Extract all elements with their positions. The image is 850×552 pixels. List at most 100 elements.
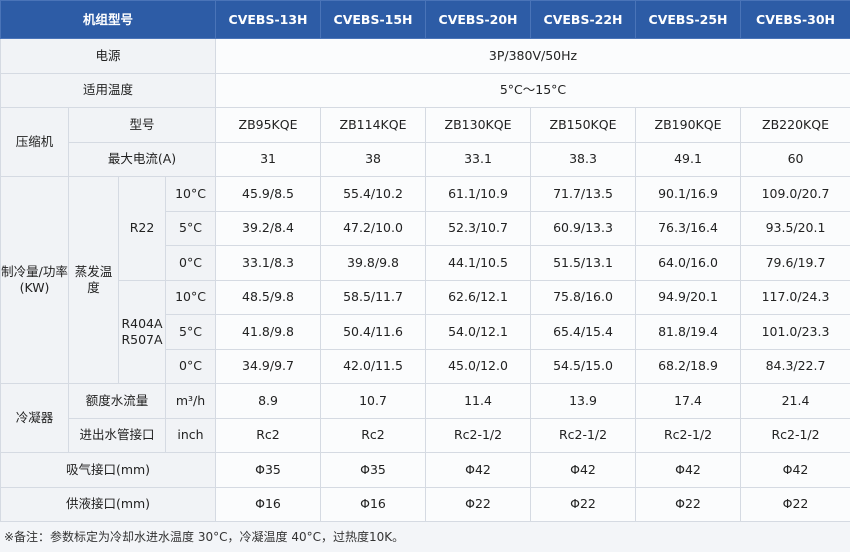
- temp-label: 5°C: [166, 315, 216, 350]
- value-cell: 79.6/19.7: [741, 246, 850, 281]
- value-cell: 33.1/8.3: [216, 246, 321, 281]
- value-cell: ZB190KQE: [636, 108, 741, 143]
- value-cell: 94.9/20.1: [636, 280, 741, 315]
- temp-label: 5°C: [166, 211, 216, 246]
- value-cell: 3P/380V/50Hz: [216, 39, 850, 74]
- value-cell: 93.5/20.1: [741, 211, 850, 246]
- value-cell: 47.2/10.0: [321, 211, 426, 246]
- value-cell: 17.4: [636, 384, 741, 419]
- unit-label: inch: [166, 418, 216, 453]
- value-cell: 90.1/16.9: [636, 177, 741, 212]
- header-cell: CVEBS-15H: [321, 1, 426, 39]
- value-cell: 84.3/22.7: [741, 349, 850, 384]
- value-cell: ZB130KQE: [426, 108, 531, 143]
- value-cell: 58.5/11.7: [321, 280, 426, 315]
- group-label: 制冷量/功率(KW): [1, 177, 69, 384]
- value-cell: 11.4: [426, 384, 531, 419]
- value-cell: 54.0/12.1: [426, 315, 531, 350]
- value-cell: 81.8/19.4: [636, 315, 741, 350]
- value-cell: Φ35: [321, 453, 426, 488]
- temp-label: 10°C: [166, 177, 216, 212]
- value-cell: Rc2-1/2: [636, 418, 741, 453]
- value-cell: Rc2: [216, 418, 321, 453]
- value-cell: Rc2-1/2: [426, 418, 531, 453]
- value-cell: 48.5/9.8: [216, 280, 321, 315]
- value-cell: 65.4/15.4: [531, 315, 636, 350]
- value-cell: 10.7: [321, 384, 426, 419]
- value-cell: 44.1/10.5: [426, 246, 531, 281]
- value-cell: Φ42: [531, 453, 636, 488]
- value-cell: Φ42: [636, 453, 741, 488]
- value-cell: 45.0/12.0: [426, 349, 531, 384]
- row-label: 供液接口(mm): [1, 487, 216, 522]
- row-label: 额度水流量: [69, 384, 166, 419]
- temp-label: 10°C: [166, 280, 216, 315]
- row-label: 进出水管接口: [69, 418, 166, 453]
- value-cell: 51.5/13.1: [531, 246, 636, 281]
- value-cell: 62.6/12.1: [426, 280, 531, 315]
- value-cell: Rc2-1/2: [741, 418, 850, 453]
- value-cell: 42.0/11.5: [321, 349, 426, 384]
- value-cell: 39.2/8.4: [216, 211, 321, 246]
- value-cell: Φ22: [531, 487, 636, 522]
- header-cell: CVEBS-30H: [741, 1, 850, 39]
- temp-label: 0°C: [166, 349, 216, 384]
- value-cell: 49.1: [636, 142, 741, 177]
- value-cell: 60: [741, 142, 850, 177]
- header-cell: 机组型号: [1, 1, 216, 39]
- value-cell: 38: [321, 142, 426, 177]
- refrigerant-name: R22: [119, 220, 165, 236]
- value-cell: 33.1: [426, 142, 531, 177]
- refrigerant-cell: R22: [119, 177, 166, 281]
- row-label: 电源: [1, 39, 216, 74]
- row-label: 适用温度: [1, 73, 216, 108]
- value-cell: 61.1/10.9: [426, 177, 531, 212]
- value-cell: 13.9: [531, 384, 636, 419]
- value-cell: 38.3: [531, 142, 636, 177]
- value-cell: 54.5/15.0: [531, 349, 636, 384]
- value-cell: ZB95KQE: [216, 108, 321, 143]
- header-cell: CVEBS-13H: [216, 1, 321, 39]
- header-cell: CVEBS-20H: [426, 1, 531, 39]
- value-cell: 101.0/23.3: [741, 315, 850, 350]
- value-cell: 45.9/8.5: [216, 177, 321, 212]
- value-cell: Φ42: [741, 453, 850, 488]
- value-cell: Rc2-1/2: [531, 418, 636, 453]
- temp-label: 0°C: [166, 246, 216, 281]
- value-cell: 5°C～15°C: [216, 73, 850, 108]
- value-cell: 34.9/9.7: [216, 349, 321, 384]
- value-cell: ZB150KQE: [531, 108, 636, 143]
- header-cell: CVEBS-22H: [531, 1, 636, 39]
- value-cell: 76.3/16.4: [636, 211, 741, 246]
- value-cell: Φ35: [216, 453, 321, 488]
- value-cell: 117.0/24.3: [741, 280, 850, 315]
- group-label: 冷凝器: [1, 384, 69, 453]
- value-cell: 75.8/16.0: [531, 280, 636, 315]
- value-cell: Φ22: [426, 487, 531, 522]
- value-cell: 8.9: [216, 384, 321, 419]
- value-cell: 52.3/10.7: [426, 211, 531, 246]
- value-cell: 55.4/10.2: [321, 177, 426, 212]
- value-cell: 109.0/20.7: [741, 177, 850, 212]
- group-label: 压缩机: [1, 108, 69, 177]
- value-cell: 41.8/9.8: [216, 315, 321, 350]
- refrigerant-name: R507A: [119, 332, 165, 348]
- footnote: ※备注：参数标定为冷却水进水温度 30°C，冷凝温度 40°C，过热度10K。: [0, 522, 850, 552]
- row-label: 最大电流(A): [69, 142, 216, 177]
- value-cell: Φ42: [426, 453, 531, 488]
- value-cell: Φ22: [741, 487, 850, 522]
